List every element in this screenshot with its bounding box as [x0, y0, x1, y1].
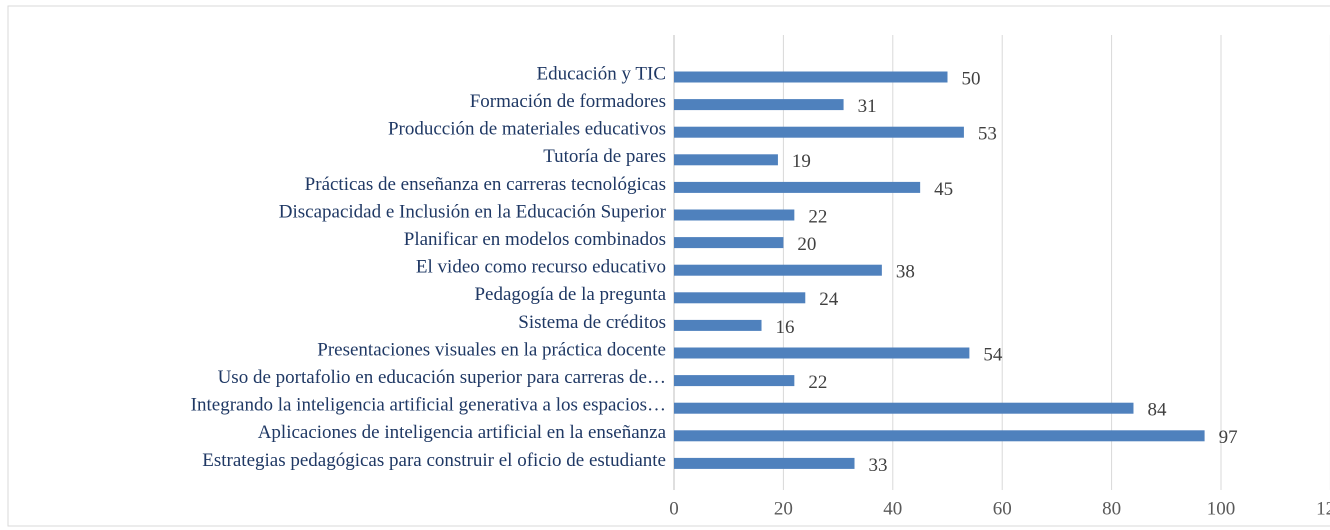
y-tick-label: Discapacidad e Inclusión en la Educación…	[279, 201, 667, 222]
value-label: 19	[792, 151, 811, 172]
chart-frame	[7, 5, 1330, 527]
bar	[674, 375, 795, 387]
bar	[674, 402, 1134, 414]
y-tick-label: Aplicaciones de inteligencia artificial …	[258, 422, 667, 443]
bar	[674, 457, 855, 469]
value-label: 22	[808, 372, 827, 393]
value-label: 54	[983, 344, 1003, 365]
value-label: 31	[858, 96, 877, 117]
y-tick-label: Integrando la inteligencia artificial ge…	[191, 395, 666, 416]
y-tick-label: Tutoría de pares	[543, 146, 666, 167]
x-tick-label: 100	[1207, 498, 1236, 519]
value-label: 97	[1219, 427, 1238, 448]
bar	[674, 319, 762, 331]
bar	[674, 264, 882, 276]
bar	[674, 71, 948, 83]
bar	[674, 347, 970, 359]
y-tick-label: Presentaciones visuales en la práctica d…	[317, 339, 666, 360]
x-tick-label: 40	[883, 498, 902, 519]
bar	[674, 99, 844, 111]
y-tick-label: Sistema de créditos	[518, 312, 666, 333]
value-label: 22	[808, 206, 827, 227]
y-tick-label: Uso de portafolio en educación superior …	[218, 367, 666, 388]
bar	[674, 237, 784, 249]
y-tick-label: Producción de materiales educativos	[388, 119, 666, 140]
bar	[674, 292, 806, 304]
value-label: 53	[978, 124, 997, 145]
bar	[674, 430, 1205, 442]
value-label: 20	[797, 234, 816, 255]
x-tick-label: 120	[1316, 498, 1330, 519]
x-tick-label: 80	[1102, 498, 1121, 519]
value-label: 24	[819, 289, 839, 310]
y-tick-label: Pedagogía de la pregunta	[474, 284, 666, 305]
bar	[674, 154, 778, 166]
value-label: 50	[962, 68, 981, 89]
x-tick-label: 0	[669, 498, 679, 519]
y-tick-label: Formación de formadores	[470, 91, 666, 112]
x-tick-label: 20	[774, 498, 793, 519]
y-tick-label: Estrategias pedagógicas para construir e…	[202, 450, 666, 471]
value-label: 16	[776, 317, 795, 338]
value-label: 45	[934, 179, 953, 200]
value-label: 33	[869, 455, 888, 476]
bar	[674, 209, 795, 221]
y-tick-label: Planificar en modelos combinados	[404, 229, 666, 250]
bar	[674, 181, 921, 193]
y-tick-label: Educación y TIC	[537, 63, 666, 84]
x-tick-label: 60	[993, 498, 1012, 519]
bar	[674, 126, 964, 138]
value-label: 38	[896, 262, 915, 283]
y-tick-label: Prácticas de enseñanza en carreras tecno…	[305, 174, 666, 195]
value-label: 84	[1147, 400, 1167, 421]
y-tick-label: El video como recurso educativo	[416, 257, 666, 278]
